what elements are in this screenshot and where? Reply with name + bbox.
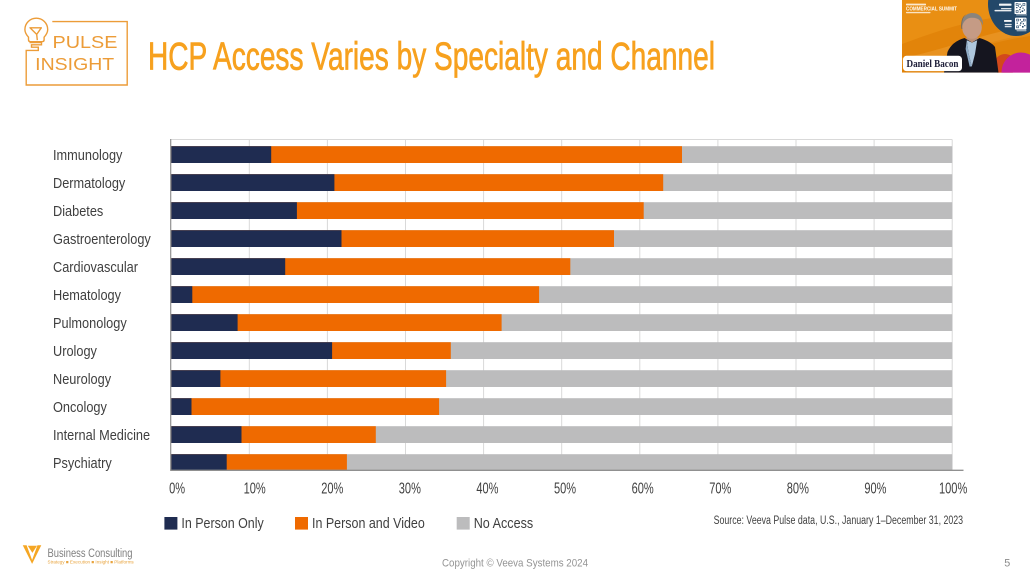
svg-text:Neurology: Neurology — [53, 371, 112, 388]
svg-text:50%: 50% — [554, 480, 576, 497]
svg-text:Diabetes: Diabetes — [53, 203, 103, 220]
svg-text:HCP Access Varies by Specialty: HCP Access Varies by Specialty and Chann… — [148, 36, 715, 79]
svg-text:Dermatology: Dermatology — [53, 175, 126, 192]
svg-text:60%: 60% — [632, 480, 654, 497]
svg-text:Internal Medicine: Internal Medicine — [53, 427, 150, 444]
svg-text:100%: 100% — [939, 480, 967, 497]
svg-text:80%: 80% — [787, 480, 809, 497]
svg-text:Copyright © Veeva Systems 2024: Copyright © Veeva Systems 2024 — [442, 557, 588, 569]
svg-text:PULSE: PULSE — [53, 32, 118, 52]
svg-text:0%: 0% — [169, 480, 185, 497]
svg-text:In Person and Video: In Person and Video — [312, 515, 425, 532]
svg-text:Urology: Urology — [53, 343, 97, 360]
svg-text:40%: 40% — [476, 480, 498, 497]
svg-text:Source: Veeva Pulse data, U.S.: Source: Veeva Pulse data, U.S., January … — [714, 515, 964, 527]
svg-text:No Access: No Access — [474, 515, 534, 532]
svg-text:COMMERCIAL SUMMIT: COMMERCIAL SUMMIT — [906, 6, 957, 12]
svg-text:Gastroenterology: Gastroenterology — [53, 231, 151, 248]
svg-text:Immunology: Immunology — [53, 147, 123, 164]
svg-text:20%: 20% — [321, 480, 343, 497]
svg-text:70%: 70% — [709, 480, 731, 497]
svg-text:Psychiatry: Psychiatry — [53, 455, 112, 472]
svg-text:INSIGHT: INSIGHT — [35, 54, 114, 74]
svg-text:Daniel Bacon: Daniel Bacon — [907, 59, 959, 70]
svg-text:90%: 90% — [864, 480, 886, 497]
svg-text:Strategy ■ Execution ■ Insight: Strategy ■ Execution ■ Insight ■ Platfor… — [48, 560, 135, 565]
svg-text:10%: 10% — [244, 480, 266, 497]
svg-text:Hematology: Hematology — [53, 287, 121, 304]
svg-text:Oncology: Oncology — [53, 399, 107, 416]
svg-text:Pulmonology: Pulmonology — [53, 315, 127, 332]
svg-text:In Person Only: In Person Only — [181, 515, 264, 532]
svg-text:Cardiovascular: Cardiovascular — [53, 259, 138, 276]
svg-text:30%: 30% — [399, 480, 421, 497]
svg-text:5: 5 — [1004, 557, 1010, 569]
svg-text:Business Consulting: Business Consulting — [48, 548, 133, 560]
